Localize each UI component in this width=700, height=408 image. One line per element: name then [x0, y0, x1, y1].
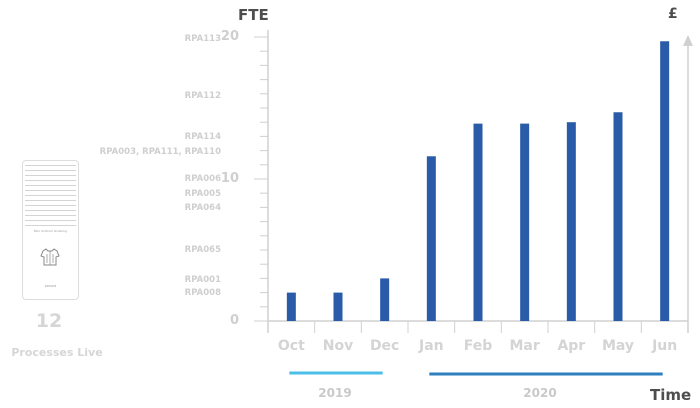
year-label-2019: 2019	[318, 386, 352, 400]
process-label: RPA006	[184, 174, 221, 185]
process-label: RPA065	[184, 245, 221, 256]
uniform-icon	[40, 248, 60, 266]
stripe-line	[25, 165, 76, 166]
stripe-line	[25, 195, 76, 196]
processes-count: 12	[35, 310, 63, 332]
x-tick-label: Jan	[419, 338, 444, 354]
process-label: RPA113	[184, 33, 221, 44]
x-tick-label: Jun	[652, 338, 678, 354]
y-tick-label: 0	[229, 313, 239, 328]
stripe-line	[25, 170, 76, 171]
document-footer: RPA008	[44, 284, 57, 288]
process-label: RPA112	[184, 90, 221, 101]
x-tick-label: May	[601, 338, 635, 354]
bar-jan	[426, 156, 436, 321]
document-thumbnail: Mini Uniform Ordering RPA008	[22, 160, 79, 300]
bar-oct	[286, 292, 296, 321]
x-tick-label: Oct	[277, 338, 305, 354]
bar-nov	[333, 292, 343, 321]
process-label: RPA114	[184, 131, 221, 142]
bar-feb	[473, 123, 483, 322]
stripe-line	[25, 185, 76, 186]
document-title: Mini Uniform Ordering	[33, 229, 68, 233]
stripe-line	[25, 180, 76, 181]
stripe-line	[25, 210, 76, 211]
process-label: RPA005	[184, 188, 221, 199]
currency-label: £	[668, 6, 678, 22]
process-label: RPA008	[184, 288, 221, 299]
stripe-line	[25, 225, 76, 226]
x-tick-label: Feb	[463, 338, 493, 354]
x-tick-label: Apr	[557, 338, 586, 354]
bar-may	[613, 112, 623, 321]
y-tick-label: 20	[220, 29, 239, 44]
stripe-line	[25, 205, 76, 206]
axis-arrow-icon	[683, 35, 693, 46]
stripe-line	[25, 215, 76, 216]
x-tick-label: Mar	[509, 338, 540, 354]
x-tick-label: Nov	[322, 338, 354, 354]
stripe-line	[25, 200, 76, 201]
process-label: RPA001	[184, 275, 221, 286]
bar-dec	[380, 278, 390, 321]
bar-apr	[566, 122, 576, 321]
bar-jun	[660, 41, 670, 321]
stripe-line	[25, 220, 76, 221]
x-axis-title: Time	[650, 386, 692, 404]
x-tick-label: Dec	[369, 338, 400, 354]
processes-caption: Processes Live	[11, 346, 103, 359]
year-label-2020: 2020	[523, 386, 557, 400]
bar-mar	[520, 123, 530, 322]
process-label: RPA003, RPA111, RPA110	[99, 147, 221, 158]
stripe-line	[25, 190, 76, 191]
stripe-line	[25, 175, 76, 176]
y-axis-title: FTE	[238, 6, 269, 24]
process-label: RPA064	[184, 202, 221, 213]
y-tick-label: 10	[220, 171, 239, 186]
